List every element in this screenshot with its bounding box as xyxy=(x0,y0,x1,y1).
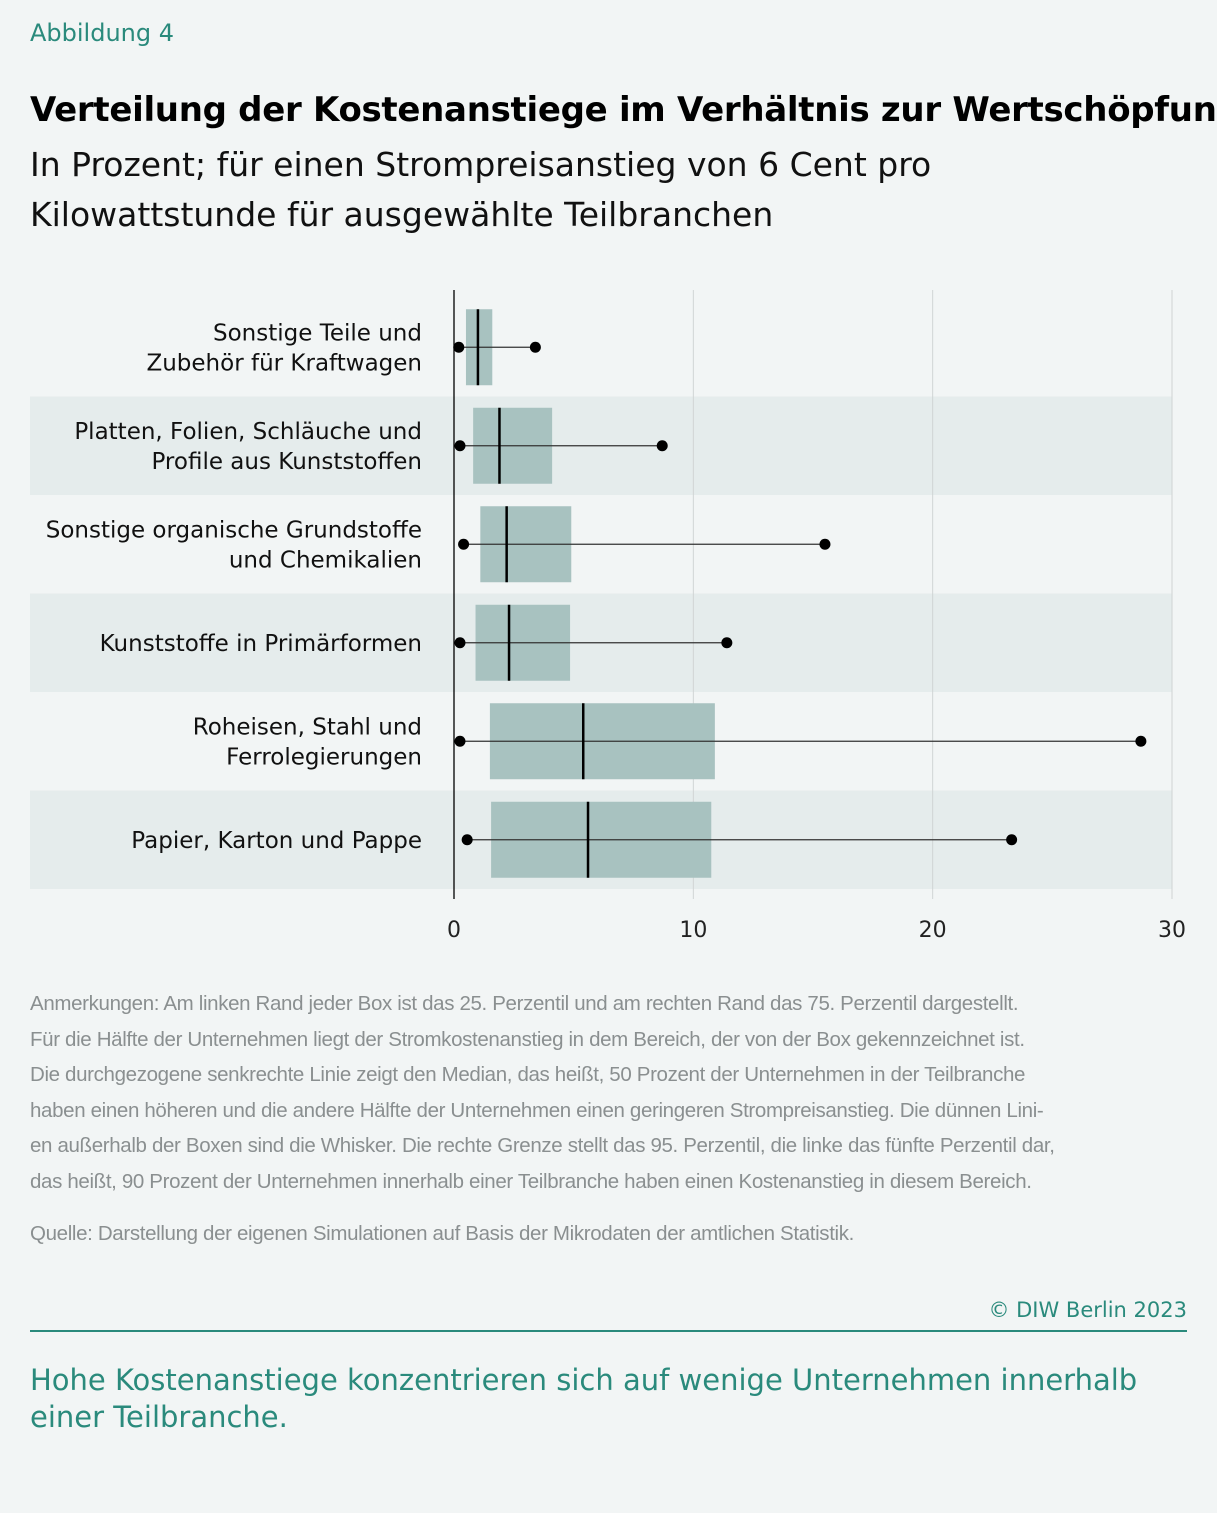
x-tick-label: 0 xyxy=(447,918,461,943)
category-label: Platten, Folien, Schläuche und xyxy=(74,419,422,445)
note-line: en außerhalb der Boxen sind die Whisker.… xyxy=(30,1134,1055,1157)
note-line: haben einen höheren und die andere Hälft… xyxy=(30,1098,1044,1122)
category-label: Kunststoffe in Primärformen xyxy=(100,631,422,657)
category-label: Profile aus Kunststoffen xyxy=(151,449,422,475)
takeaway-text: Hohe Kostenanstiege konzentrieren sich a… xyxy=(30,1363,1138,1434)
p5-point xyxy=(454,440,466,452)
p95-point xyxy=(656,440,668,452)
figure-label: Abbildung 4 xyxy=(30,19,175,47)
boxplot-chart: 0 10 20 30 Sonstige Teile und Zubehör für Kra… xyxy=(30,290,1186,943)
p5-point xyxy=(454,637,466,649)
x-tick-label: 30 xyxy=(1158,918,1186,943)
p95-point xyxy=(721,637,733,649)
p95-point xyxy=(1135,735,1147,747)
category-label: Papier, Karton und Pappe xyxy=(131,828,422,854)
chart-subtitle: In Prozent; für einen Strompreisanstieg … xyxy=(30,145,932,234)
chart-title: Verteilung der Kostenanstiege im Verhält… xyxy=(30,90,1217,130)
p95-point xyxy=(529,341,541,353)
copyright: © DIW Berlin 2023 xyxy=(988,1298,1187,1322)
category-label: Sonstige organische Grundstoffe xyxy=(46,517,422,543)
category-label: Ferrolegierungen xyxy=(226,744,422,770)
note-line: Anmerkungen: Am linken Rand jeder Box is… xyxy=(30,992,1019,1015)
p5-point xyxy=(454,735,466,747)
divider xyxy=(30,1330,1187,1332)
chart-notes: Anmerkungen: Am linken Rand jeder Box is… xyxy=(30,986,1055,1199)
p5-point xyxy=(461,834,473,846)
source-note: Quelle: Darstellung der eigenen Simulati… xyxy=(30,1222,854,1245)
category-label: Sonstige Teile und xyxy=(213,320,422,346)
note-line: Die durchgezogene senkrechte Linie zeigt… xyxy=(30,1063,1026,1086)
p5-point xyxy=(453,341,465,353)
p95-point xyxy=(819,538,831,550)
category-label: Zubehör für Kraftwagen xyxy=(146,350,422,376)
x-tick-label: 10 xyxy=(679,918,707,943)
p95-point xyxy=(1006,834,1018,846)
note-line: Für die Hälfte der Unternehmen liegt der… xyxy=(30,1027,1025,1051)
x-tick-label: 20 xyxy=(919,918,947,943)
p5-point xyxy=(458,538,470,550)
category-label: Roheisen, Stahl und xyxy=(193,714,422,740)
category-label: und Chemikalien xyxy=(229,547,422,573)
note-line: das heißt, 90 Prozent der Unternehmen in… xyxy=(30,1169,1032,1193)
